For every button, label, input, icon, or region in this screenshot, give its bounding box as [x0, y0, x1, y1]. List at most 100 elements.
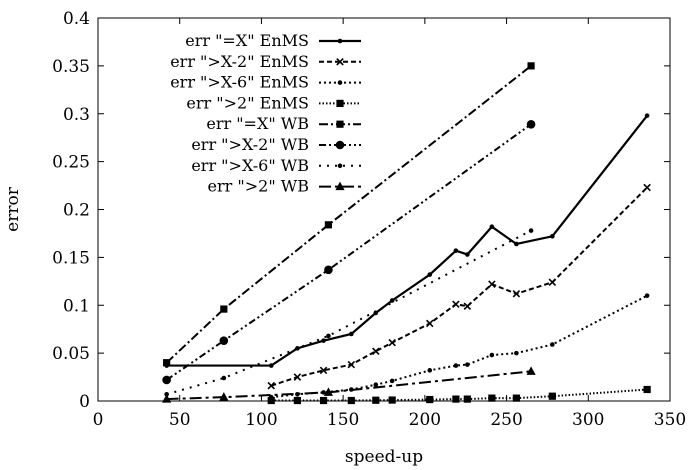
legend-entry: err ">X-6" WB	[191, 156, 361, 175]
data-point	[337, 163, 343, 169]
data-point	[336, 58, 344, 66]
x-tick-label: 250	[490, 410, 522, 430]
data-point	[267, 381, 275, 390]
y-tick-label: 0.25	[52, 153, 90, 173]
data-point	[489, 352, 495, 358]
data-point	[463, 395, 471, 403]
data-point	[326, 333, 331, 339]
y-tick-label: 0	[79, 392, 90, 412]
data-point	[465, 252, 470, 257]
data-point	[323, 387, 334, 396]
series-1	[267, 183, 651, 390]
series-0	[164, 113, 650, 368]
y-tick-label: 0.4	[63, 9, 90, 29]
data-point	[548, 278, 557, 287]
data-point	[514, 350, 519, 356]
data-point	[162, 375, 171, 385]
series-5	[162, 119, 536, 385]
x-tick-label: 350	[654, 410, 686, 430]
x-tick-label: 200	[409, 410, 441, 430]
legend-label: err ">2" EnMS	[186, 93, 309, 112]
data-point	[372, 347, 380, 355]
data-point	[162, 394, 172, 403]
data-point	[548, 392, 556, 400]
axes-layer: 0 50 100 150 200 250 300 350 0 0.05 0.1 0.15 0.2 0.25…	[52, 9, 686, 430]
data-point	[349, 331, 354, 337]
series-line	[166, 370, 532, 401]
data-point	[514, 241, 519, 247]
data-point	[335, 181, 345, 191]
series-2	[268, 293, 650, 400]
series-line	[166, 114, 648, 367]
y-tick-label: 0.3	[63, 105, 90, 125]
data-point	[219, 392, 229, 401]
x-tick-label: 50	[169, 410, 191, 430]
series-4	[163, 62, 535, 367]
legend-entry: err ">2" WB	[208, 177, 361, 196]
data-point	[550, 342, 555, 347]
series-line	[270, 186, 648, 387]
x-tick-label: 150	[327, 410, 359, 430]
data-point	[220, 305, 228, 313]
legend: err "=X" EnMS err ">X-2" EnMS err ">X-6" E…	[170, 31, 361, 196]
legend-label: err "=X" WB	[206, 114, 309, 133]
data-point	[427, 368, 433, 373]
data-point	[389, 378, 395, 384]
tick-layer: 0 50 100 150 200 250 300 350 0 0.05 0.1 0.15 0.2 0.25…	[52, 9, 686, 430]
data-point	[550, 234, 555, 239]
data-point	[488, 394, 496, 402]
data-point	[219, 336, 229, 345]
data-point	[643, 183, 651, 192]
data-point	[465, 362, 470, 367]
data-point	[324, 265, 333, 275]
legend-label: err ">X-6" WB	[191, 156, 309, 175]
x-tick-label: 100	[245, 410, 277, 430]
data-point	[489, 224, 495, 230]
legend-entry: err "=X" EnMS	[185, 31, 361, 50]
data-point	[389, 298, 395, 303]
data-point	[644, 293, 650, 298]
legend-label: err ">2" WB	[208, 177, 309, 196]
data-point	[293, 373, 302, 381]
x-axis-title: speed-up	[345, 447, 423, 467]
legend-label: err ">X-6" EnMS	[170, 73, 309, 92]
y-tick-label: 0.2	[63, 201, 90, 221]
data-point	[644, 113, 650, 118]
x-tick-label: 0	[93, 410, 104, 430]
data-point	[427, 272, 433, 277]
data-point	[512, 394, 520, 402]
data-point	[463, 302, 472, 310]
legend-entry: err ">2" EnMS	[186, 93, 361, 112]
series-line	[165, 65, 532, 364]
y-tick-label: 0.15	[52, 248, 90, 268]
data-point	[527, 62, 535, 70]
data-point	[453, 248, 459, 253]
data-point	[321, 338, 326, 343]
data-point	[452, 395, 460, 403]
legend-entry: err ">X-2" EnMS	[170, 52, 361, 71]
series-7	[162, 366, 536, 403]
legend-entry: err ">X-2" WB	[191, 135, 361, 154]
data-point	[453, 363, 459, 368]
legend-label: err "=X" EnMS	[185, 31, 309, 50]
data-point	[426, 395, 434, 404]
data-point	[221, 375, 227, 381]
data-point	[337, 38, 343, 44]
y-tick-label: 0.05	[52, 344, 90, 364]
data-point	[388, 396, 396, 404]
series-line	[271, 294, 648, 399]
legend-label: err ">X-2" EnMS	[170, 52, 309, 71]
data-point	[319, 366, 328, 375]
data-point	[526, 119, 536, 129]
y-tick-label: 0.35	[52, 57, 90, 77]
data-point	[373, 382, 379, 388]
data-point	[268, 363, 274, 368]
x-tick-label: 300	[572, 410, 604, 430]
y-axis-title: error	[3, 186, 23, 232]
data-point	[372, 396, 380, 404]
data-point	[336, 99, 344, 107]
data-point	[324, 221, 333, 229]
legend-label: err ">X-2" WB	[191, 135, 309, 154]
data-point	[336, 120, 344, 128]
